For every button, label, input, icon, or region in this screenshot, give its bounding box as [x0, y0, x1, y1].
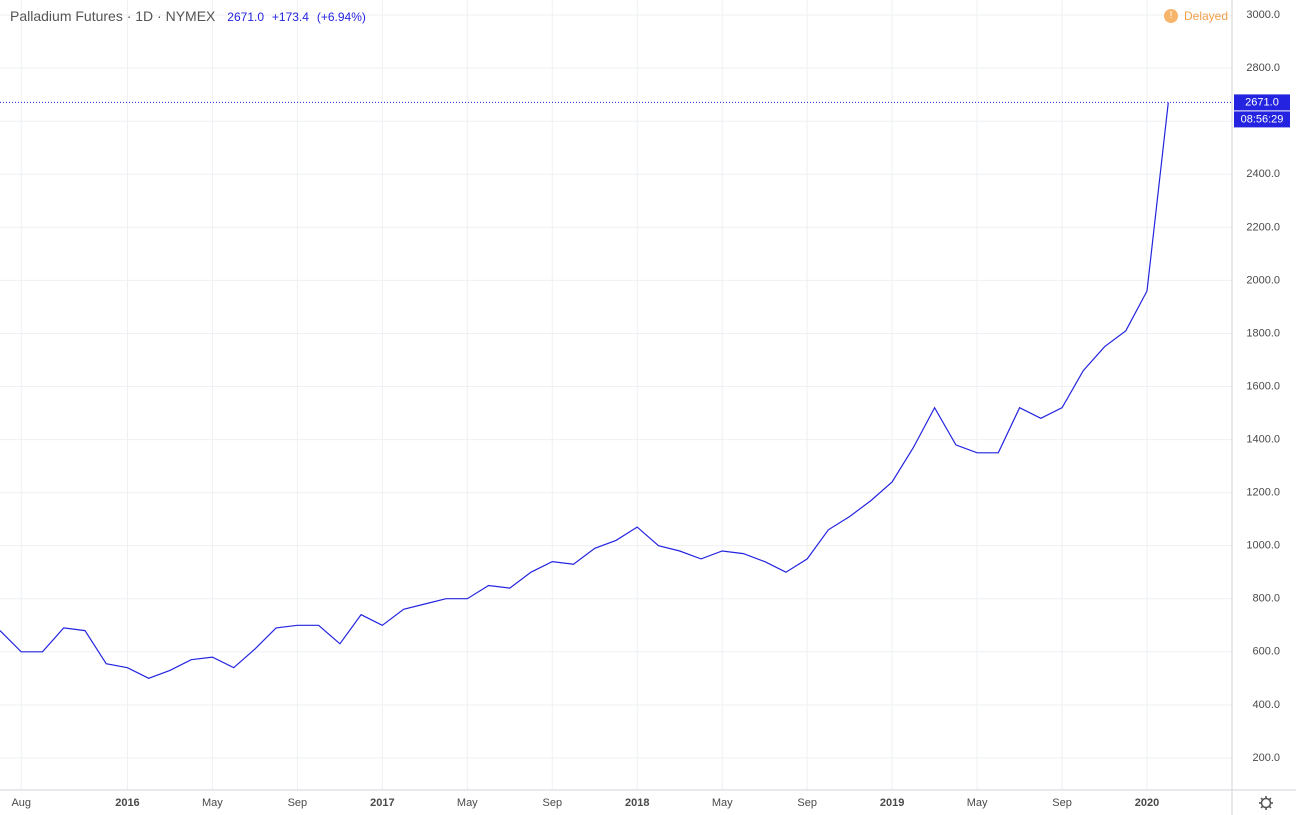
y-tick-label: 2400.0 [1246, 168, 1280, 180]
y-tick-label: 2200.0 [1246, 221, 1280, 233]
price-tag [1234, 94, 1290, 111]
gear-body [1260, 797, 1272, 809]
y-tick-label: 200.0 [1252, 752, 1280, 764]
change: +173.4 [271, 10, 309, 24]
y-tick-label: 1000.0 [1246, 540, 1280, 552]
last-price: 2671.0 [227, 10, 264, 24]
x-tick-label: 2017 [370, 797, 394, 809]
x-tick-label: Aug [11, 797, 31, 809]
x-tick-label: 2018 [625, 797, 649, 809]
gear-tooth [1260, 797, 1264, 801]
gear-tooth [1268, 805, 1272, 809]
status-icon: ! [1164, 9, 1178, 23]
x-tick-label: 2019 [880, 797, 904, 809]
y-tick-label: 2800.0 [1246, 62, 1280, 74]
x-tick-label: Sep [542, 797, 562, 809]
x-tick-label: 2016 [115, 797, 139, 809]
x-tick-label: 2020 [1135, 797, 1159, 809]
y-tick-label: 1600.0 [1246, 380, 1280, 392]
x-tick-label: May [202, 797, 223, 809]
x-tick-label: May [712, 797, 733, 809]
y-tick-label: 2000.0 [1246, 274, 1280, 286]
x-tick-label: Sep [797, 797, 817, 809]
status[interactable]: ! Delayed [1164, 9, 1228, 23]
x-tick-label: Sep [288, 797, 308, 809]
chart-title: Palladium Futures · 1D · NYMEX [10, 8, 216, 24]
price-line [0, 102, 1169, 679]
y-tick-label: 1800.0 [1246, 327, 1280, 339]
settings-icon[interactable] [1259, 796, 1273, 810]
x-tick-label: May [967, 797, 988, 809]
header: Palladium Futures · 1D · NYMEX 2671.0 +1… [10, 8, 366, 24]
y-tick-label: 1400.0 [1246, 433, 1280, 445]
countdown-label: 08:56:29 [1241, 113, 1284, 125]
countdown-tag [1234, 111, 1290, 128]
gear-tooth [1268, 797, 1272, 801]
y-tick-label: 3000.0 [1246, 9, 1280, 21]
change-percent: (+6.94%) [316, 10, 366, 24]
y-tick-label: 1200.0 [1246, 487, 1280, 499]
y-tick-label: 400.0 [1252, 699, 1280, 711]
y-tick-label: 800.0 [1252, 593, 1280, 605]
status-text: Delayed [1184, 9, 1229, 23]
x-tick-label: Sep [1052, 797, 1072, 809]
y-tick-label: 600.0 [1252, 646, 1280, 658]
gear-tooth [1260, 805, 1264, 809]
x-tick-label: May [457, 797, 478, 809]
price-tag-label: 2671.0 [1245, 96, 1279, 108]
